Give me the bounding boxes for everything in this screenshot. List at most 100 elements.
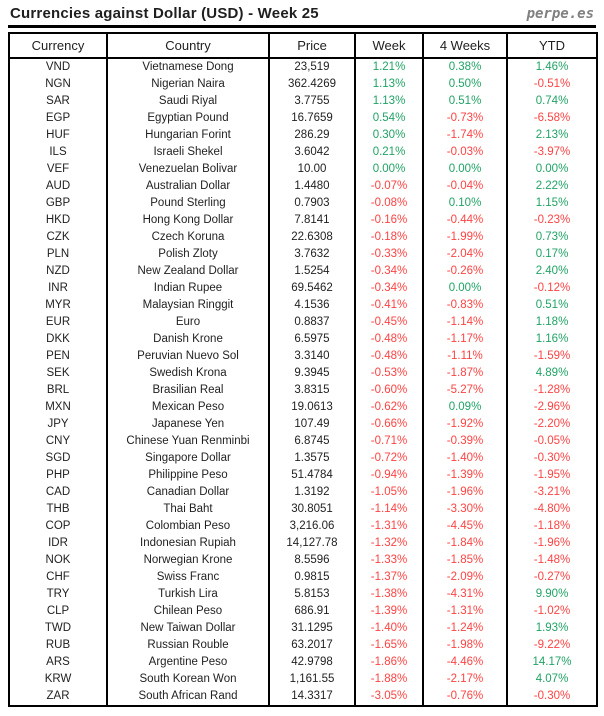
four-weeks-change: -2.17% (422, 671, 508, 688)
week-change: -0.34% (354, 280, 424, 297)
currency-row: VND Vietnamese Dong 23,519 1.21% 0.38% 1… (8, 58, 598, 76)
week-change: 1.21% (354, 58, 424, 76)
currency-code: TRY (8, 586, 108, 603)
week-change: -0.33% (354, 246, 424, 263)
price-value: 9.3945 (268, 365, 356, 382)
ytd-change: -0.12% (506, 280, 598, 297)
four-weeks-change: -4.45% (422, 518, 508, 535)
currency-row: IDR Indonesian Rupiah 14,127.78 -1.32% -… (8, 535, 598, 552)
currency-code: SAR (8, 93, 108, 110)
ytd-change: 0.00% (506, 161, 598, 178)
country-name: Chilean Peso (106, 603, 270, 620)
currency-code: CAD (8, 484, 108, 501)
week-change: -0.41% (354, 297, 424, 314)
col-header-ytd: YTD (506, 33, 598, 59)
country-name: Norwegian Krone (106, 552, 270, 569)
four-weeks-change: -1.84% (422, 535, 508, 552)
currency-row: THB Thai Baht 30.8051 -1.14% -3.30% -4.8… (8, 501, 598, 518)
currency-row: HKD Hong Kong Dollar 7.8141 -0.16% -0.44… (8, 212, 598, 229)
currency-code: ZAR (8, 688, 108, 706)
country-name: Australian Dollar (106, 178, 270, 195)
country-name: Euro (106, 314, 270, 331)
price-value: 14,127.78 (268, 535, 356, 552)
price-value: 69.5462 (268, 280, 356, 297)
country-name: Venezuelan Bolivar (106, 161, 270, 178)
four-weeks-change: -1.17% (422, 331, 508, 348)
country-name: Indonesian Rupiah (106, 535, 270, 552)
currency-row: PHP Philippine Peso 51.4784 -0.94% -1.39… (8, 467, 598, 484)
price-value: 16.7659 (268, 110, 356, 127)
price-value: 5.8153 (268, 586, 356, 603)
four-weeks-change: -5.27% (422, 382, 508, 399)
four-weeks-change: -0.83% (422, 297, 508, 314)
currency-code: COP (8, 518, 108, 535)
ytd-change: -9.22% (506, 637, 598, 654)
four-weeks-change: 0.38% (422, 58, 508, 76)
currency-row: CLP Chilean Peso 686.91 -1.39% -1.31% -1… (8, 603, 598, 620)
country-name: Nigerian Naira (106, 76, 270, 93)
currency-code: VND (8, 58, 108, 76)
week-change: -0.53% (354, 365, 424, 382)
country-name: Egyptian Pound (106, 110, 270, 127)
currency-code: AUD (8, 178, 108, 195)
col-header-4weeks: 4 Weeks (422, 33, 508, 59)
ytd-change: 1.93% (506, 620, 598, 637)
price-value: 51.4784 (268, 467, 356, 484)
ytd-change: 1.18% (506, 314, 598, 331)
four-weeks-change: -3.30% (422, 501, 508, 518)
table-header-row: Currency Country Price Week 4 Weeks YTD (8, 33, 598, 59)
ytd-change: -4.80% (506, 501, 598, 518)
week-change: -1.31% (354, 518, 424, 535)
week-change: -3.05% (354, 688, 424, 706)
currency-row: CHF Swiss Franc 0.9815 -1.37% -2.09% -0.… (8, 569, 598, 586)
week-change: -0.45% (354, 314, 424, 331)
currency-code: MYR (8, 297, 108, 314)
currency-code: NOK (8, 552, 108, 569)
ytd-change: 1.15% (506, 195, 598, 212)
col-header-country: Country (106, 33, 270, 59)
currency-row: DKK Danish Krone 6.5975 -0.48% -1.17% 1.… (8, 331, 598, 348)
ytd-change: -1.18% (506, 518, 598, 535)
price-value: 10.00 (268, 161, 356, 178)
four-weeks-change: -4.46% (422, 654, 508, 671)
ytd-change: -1.48% (506, 552, 598, 569)
country-name: Thai Baht (106, 501, 270, 518)
currency-row: HUF Hungarian Forint 286.29 0.30% -1.74%… (8, 127, 598, 144)
week-change: -0.48% (354, 348, 424, 365)
price-value: 286.29 (268, 127, 356, 144)
country-name: Japanese Yen (106, 416, 270, 433)
currency-row: KRW South Korean Won 1,161.55 -1.88% -2.… (8, 671, 598, 688)
country-name: New Zealand Dollar (106, 263, 270, 280)
country-name: Hungarian Forint (106, 127, 270, 144)
col-header-currency: Currency (8, 33, 108, 59)
country-name: Mexican Peso (106, 399, 270, 416)
four-weeks-change: 0.00% (422, 161, 508, 178)
currency-code: CNY (8, 433, 108, 450)
price-value: 8.5596 (268, 552, 356, 569)
four-weeks-change: 0.09% (422, 399, 508, 416)
ytd-change: -3.21% (506, 484, 598, 501)
currency-row: TRY Turkish Lira 5.8153 -1.38% -4.31% 9.… (8, 586, 598, 603)
week-change: -1.32% (354, 535, 424, 552)
ytd-change: 0.73% (506, 229, 598, 246)
four-weeks-change: -1.24% (422, 620, 508, 637)
currency-code: DKK (8, 331, 108, 348)
currency-code: GBP (8, 195, 108, 212)
col-header-price: Price (268, 33, 356, 59)
ytd-change: -1.95% (506, 467, 598, 484)
ytd-change: -3.97% (506, 144, 598, 161)
week-change: -1.65% (354, 637, 424, 654)
country-name: Malaysian Ringgit (106, 297, 270, 314)
week-change: -0.18% (354, 229, 424, 246)
price-value: 6.5975 (268, 331, 356, 348)
four-weeks-change: -1.14% (422, 314, 508, 331)
currency-code: PHP (8, 467, 108, 484)
currency-code: HKD (8, 212, 108, 229)
ytd-change: -0.30% (506, 688, 598, 706)
country-name: Pound Sterling (106, 195, 270, 212)
ytd-change: -0.30% (506, 450, 598, 467)
four-weeks-change: -4.31% (422, 586, 508, 603)
country-name: Indian Rupee (106, 280, 270, 297)
four-weeks-change: -2.09% (422, 569, 508, 586)
